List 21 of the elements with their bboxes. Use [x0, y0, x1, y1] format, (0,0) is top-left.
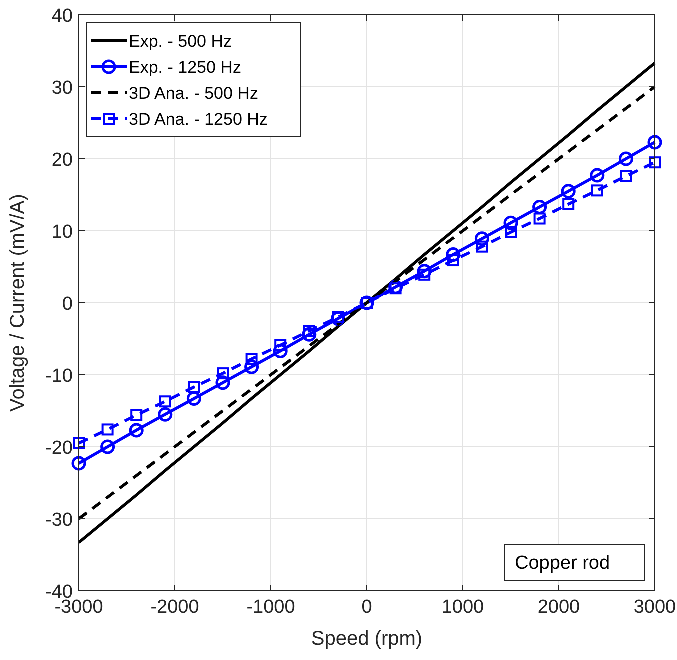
y-tick-label: 20: [52, 150, 73, 171]
y-axis-title: Voltage / Current (mV/A): [7, 194, 29, 412]
y-tick-label: -30: [46, 510, 73, 531]
y-tick-label: -10: [46, 366, 73, 387]
annotation: Copper rod: [515, 553, 610, 574]
x-tick-label: 3000: [634, 597, 676, 618]
legend-label: Exp. - 500 Hz: [129, 32, 232, 51]
y-tick-label: -20: [46, 438, 73, 459]
x-tick-label: 0: [362, 597, 372, 618]
x-tick-label: -2000: [150, 597, 200, 618]
y-tick-label: 0: [62, 294, 73, 315]
y-tick-label: 40: [52, 6, 73, 27]
x-tick-label: 1000: [442, 597, 484, 618]
x-axis-title: Speed (rpm): [311, 628, 423, 650]
legend-label: 3D Ana. - 500 Hz: [129, 84, 258, 103]
x-tick-label: -1000: [246, 597, 296, 618]
y-tick-label: 30: [52, 78, 73, 99]
legend-label: Exp. - 1250 Hz: [129, 58, 242, 77]
legend-label: 3D Ana. - 1250 Hz: [129, 110, 268, 129]
x-tick-label: 2000: [538, 597, 580, 618]
y-tick-label: 10: [52, 222, 73, 243]
